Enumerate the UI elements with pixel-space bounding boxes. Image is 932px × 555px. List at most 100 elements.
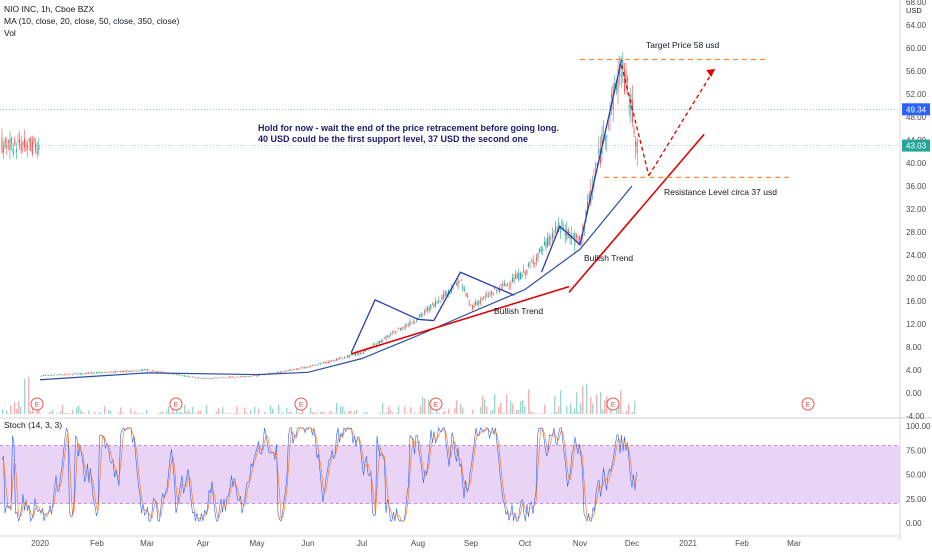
- x-tick-label: Feb: [735, 539, 749, 548]
- candle-body: [86, 373, 87, 374]
- volume-bar: [574, 408, 575, 414]
- volume-bar: [572, 413, 573, 414]
- candle-body: [483, 297, 484, 299]
- candle-body: [470, 305, 471, 306]
- candle-body: [93, 373, 94, 374]
- volume-bar: [418, 413, 419, 414]
- candle-body: [536, 257, 537, 261]
- volume-bar: [120, 407, 121, 414]
- candle-body: [435, 301, 436, 306]
- volume-bar: [504, 413, 505, 414]
- candle-body: [307, 367, 308, 368]
- volume-bar: [234, 413, 235, 414]
- volume-bar: [600, 392, 601, 414]
- candle-body: [205, 379, 206, 380]
- volume-bar: [166, 411, 167, 414]
- volume-bar: [566, 406, 567, 414]
- candle-body: [304, 368, 305, 369]
- volume-bar: [392, 412, 393, 414]
- candle-body: [173, 374, 174, 375]
- candle-body: [51, 375, 52, 376]
- volume-bar: [226, 413, 227, 414]
- candle-body: [238, 377, 239, 378]
- candle-body: [198, 377, 199, 378]
- volume-bar: [466, 413, 467, 414]
- candle-body: [82, 373, 83, 374]
- x-tick-label: May: [249, 539, 264, 548]
- candle-body: [552, 233, 553, 238]
- candle-body: [578, 239, 579, 240]
- candle-body: [59, 374, 60, 375]
- candle-body: [197, 378, 198, 379]
- candle-body: [350, 355, 351, 356]
- candle-body: [157, 371, 158, 372]
- candle-body: [325, 362, 326, 363]
- candle-body: [155, 372, 156, 373]
- candle-body: [294, 369, 295, 370]
- candle-body: [394, 331, 395, 332]
- volume-bar: [192, 407, 193, 414]
- candle-body: [99, 372, 100, 373]
- volume-bar: [216, 412, 217, 414]
- candle-body: [125, 371, 126, 372]
- candle-body: [21, 145, 22, 152]
- candle-body: [437, 302, 438, 303]
- volume-bar: [426, 413, 427, 414]
- candle-body: [362, 353, 363, 354]
- volume-bar: [170, 413, 171, 414]
- candle-body: [506, 284, 507, 286]
- candle-body: [491, 292, 492, 294]
- candle-body: [43, 375, 44, 376]
- volume-bar: [586, 384, 587, 414]
- candle-body: [384, 337, 385, 338]
- volume-bar: [540, 413, 541, 414]
- symbol-title: NIO INC, 1h, Cboe BZX: [4, 4, 94, 14]
- moving-average-line: [40, 186, 632, 380]
- candle-body: [424, 311, 425, 313]
- candle-body: [216, 378, 217, 379]
- volume-bar: [344, 412, 345, 414]
- y-tick-label: -4.00: [906, 412, 925, 421]
- volume-bar: [138, 413, 139, 414]
- volume-bar: [490, 411, 491, 414]
- candle-body: [466, 293, 467, 296]
- candle-body: [88, 373, 89, 374]
- candle-body: [150, 371, 151, 372]
- volume-bar: [438, 413, 439, 414]
- candle-body: [621, 74, 622, 77]
- candle-body: [530, 264, 531, 265]
- trend-line: [351, 287, 569, 354]
- volume-bar: [244, 408, 245, 414]
- candle-body: [254, 375, 255, 376]
- candle-body: [544, 242, 545, 245]
- volume-bar: [530, 411, 531, 414]
- candle-body: [134, 371, 135, 372]
- candle-body: [314, 365, 315, 366]
- volume-bar: [494, 394, 495, 414]
- candle-body: [176, 374, 177, 375]
- volume-bar: [380, 413, 381, 414]
- candle-body: [29, 138, 30, 141]
- volume-bar: [178, 412, 179, 414]
- x-tick-label: Apr: [197, 539, 210, 548]
- volume-bar: [384, 413, 385, 414]
- candle-body: [330, 361, 331, 362]
- candle-body: [562, 220, 563, 226]
- candle-body: [312, 365, 313, 366]
- candle-body: [390, 334, 391, 335]
- volume-bar: [20, 407, 21, 414]
- candle-body: [200, 379, 201, 380]
- candle-body: [480, 301, 481, 303]
- volume-bar: [514, 413, 515, 414]
- volume-bar: [24, 379, 25, 414]
- volume-bar: [336, 403, 337, 414]
- x-tick-label: Mar: [787, 539, 801, 548]
- candle-body: [184, 375, 185, 376]
- x-tick-label: Oct: [519, 539, 532, 548]
- volume-bar: [36, 410, 37, 414]
- volume-bar: [436, 410, 437, 414]
- candle-body: [35, 144, 36, 150]
- candle-body: [83, 374, 84, 375]
- volume-bar: [386, 412, 387, 414]
